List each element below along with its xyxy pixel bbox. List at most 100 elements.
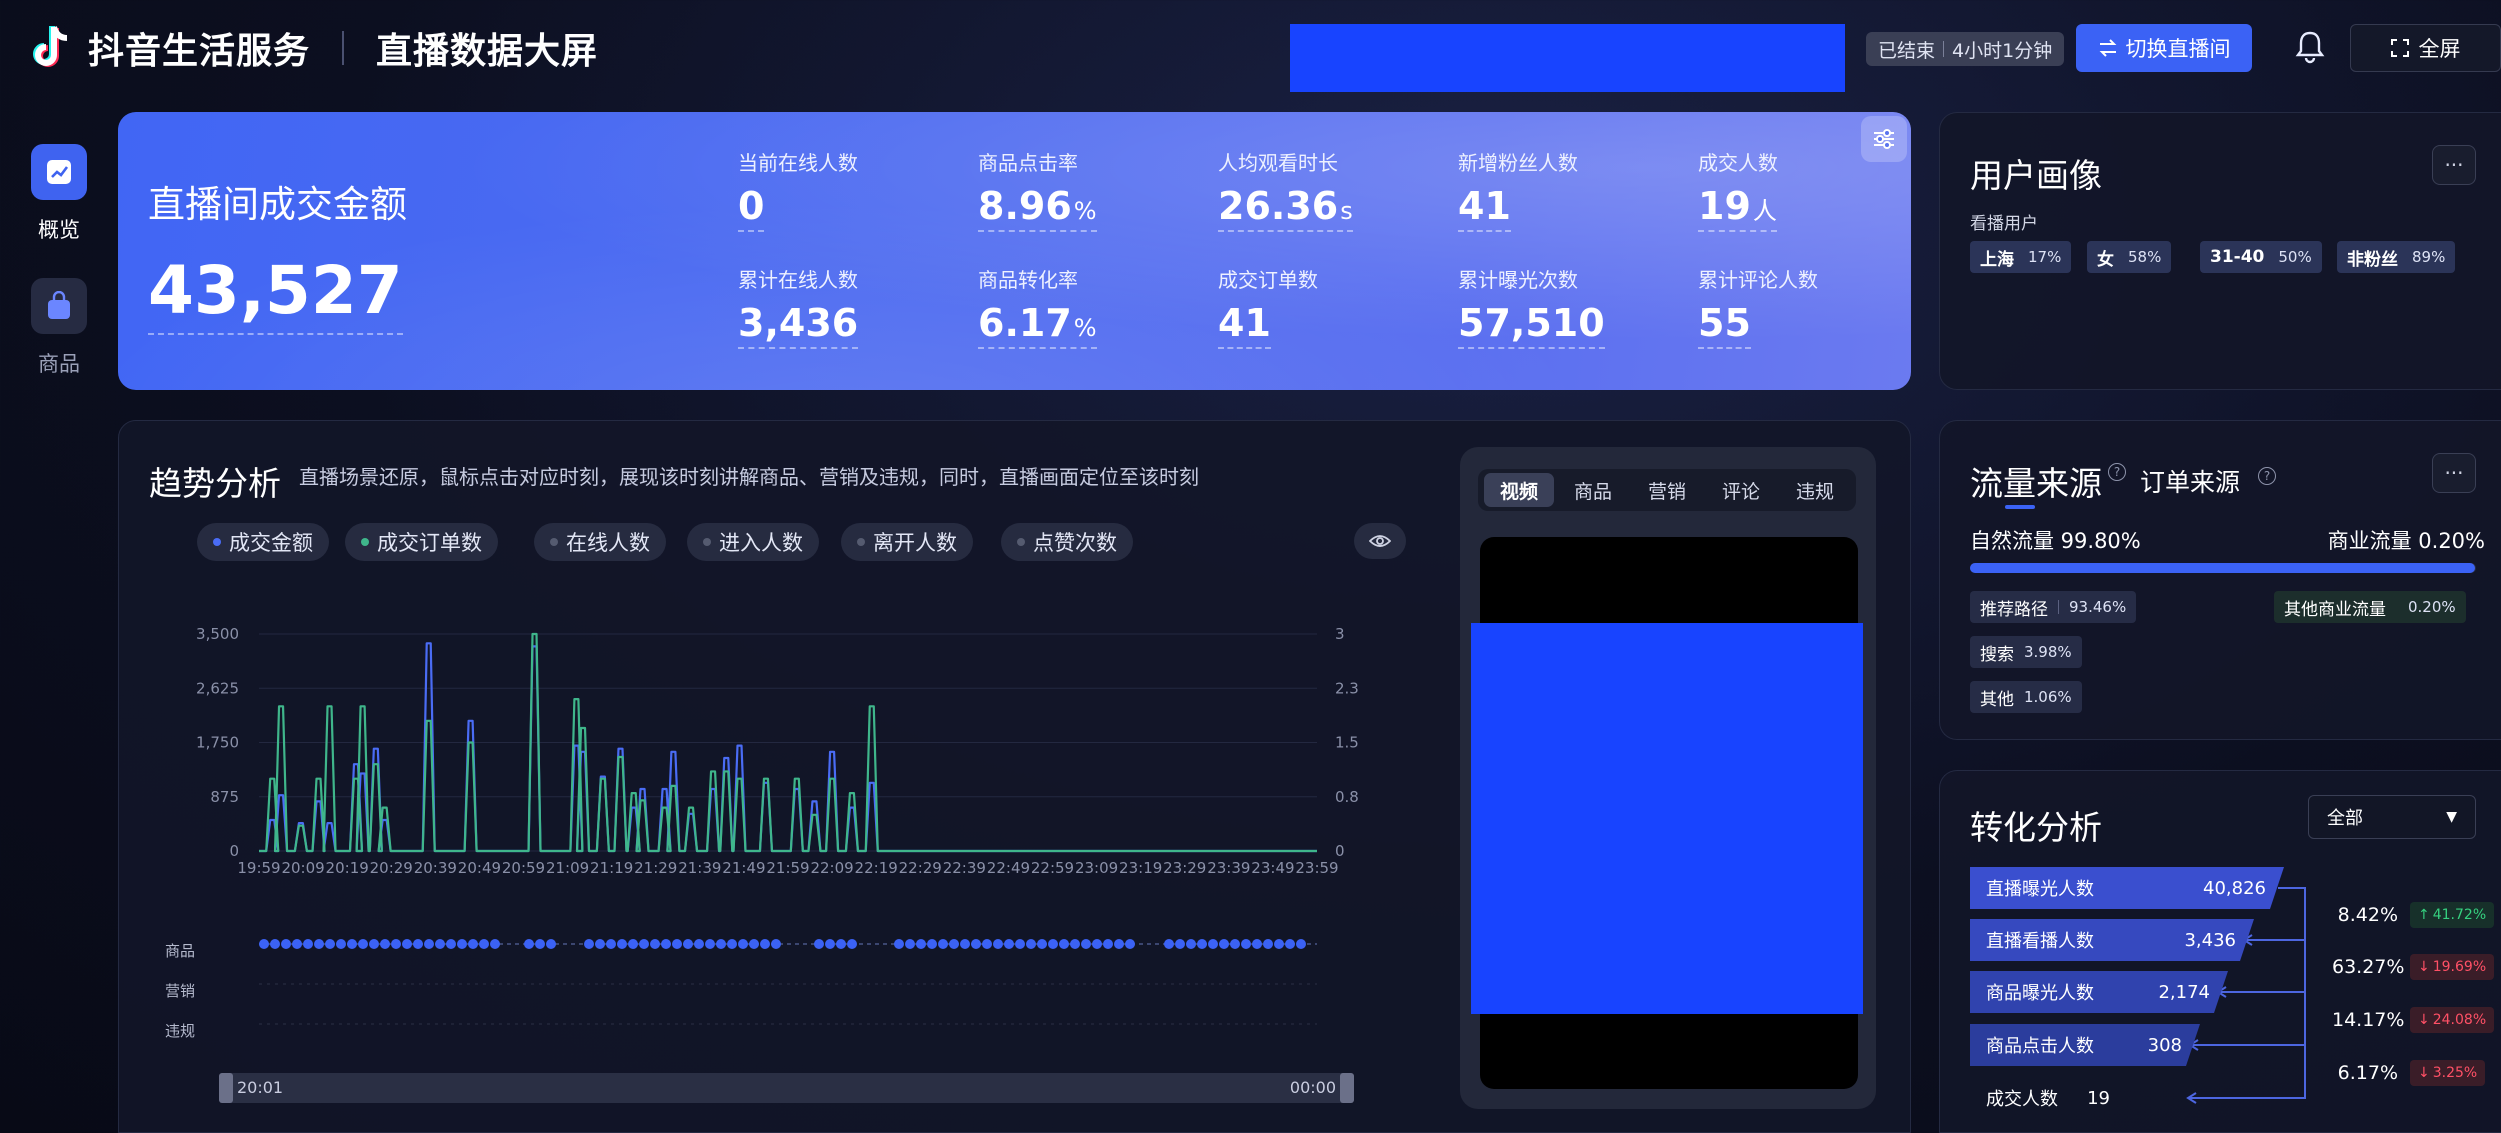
sidebar-item-products[interactable]: 商品 — [26, 278, 92, 378]
kpi-metric[interactable]: 商品点击率 8.96% — [978, 147, 1097, 232]
traffic-source-tag[interactable]: 其他 1.06% — [1970, 681, 2082, 713]
product-marker[interactable] — [705, 939, 715, 949]
product-marker[interactable] — [949, 939, 959, 949]
product-marker[interactable] — [905, 939, 915, 949]
kpi-metric[interactable]: 商品转化率 6.17% — [978, 264, 1097, 349]
product-marker[interactable] — [1219, 939, 1229, 949]
product-marker[interactable] — [683, 939, 693, 949]
product-marker[interactable] — [402, 939, 412, 949]
product-marker[interactable] — [825, 939, 835, 949]
product-marker[interactable] — [771, 939, 781, 949]
product-marker[interactable] — [314, 939, 324, 949]
product-marker[interactable] — [836, 939, 846, 949]
product-marker[interactable] — [938, 939, 948, 949]
product-marker[interactable] — [716, 939, 726, 949]
product-marker[interactable] — [336, 939, 346, 949]
product-marker[interactable] — [606, 939, 616, 949]
product-marker[interactable] — [847, 939, 857, 949]
help-icon[interactable]: ? — [2258, 467, 2276, 485]
product-marker[interactable] — [982, 939, 992, 949]
slider-handle-start[interactable] — [219, 1073, 233, 1103]
product-marker[interactable] — [1092, 939, 1102, 949]
kpi-settings-button[interactable] — [1861, 116, 1907, 162]
video-tab[interactable]: 商品 — [1573, 480, 1612, 503]
more-icon[interactable]: ··· — [2432, 453, 2476, 493]
tab-order-source[interactable]: 订单来源 — [2140, 468, 2241, 497]
product-marker[interactable] — [1263, 939, 1273, 949]
product-marker[interactable] — [1208, 939, 1218, 949]
product-marker[interactable] — [738, 939, 748, 949]
product-marker[interactable] — [628, 939, 638, 949]
product-marker[interactable] — [1125, 939, 1135, 949]
video-tab[interactable]: 评论 — [1721, 480, 1760, 503]
kpi-metric[interactable]: 人均观看时长 26.36s — [1218, 147, 1353, 232]
kpi-metric[interactable]: 累计曝光次数 57,510 — [1458, 264, 1605, 349]
product-marker[interactable] — [424, 939, 434, 949]
product-marker[interactable] — [1164, 939, 1174, 949]
legend-item[interactable]: 成交金额 — [197, 523, 329, 561]
product-marker[interactable] — [1186, 939, 1196, 949]
kpi-metric[interactable]: 成交人数 19人 — [1698, 147, 1778, 232]
kpi-metric[interactable]: 新增粉丝人数 41 — [1458, 147, 1578, 232]
product-marker[interactable] — [595, 939, 605, 949]
product-marker[interactable] — [479, 939, 489, 949]
product-marker[interactable] — [270, 939, 280, 949]
brand-logo[interactable]: 抖音生活服务 直播数据大屏 — [30, 22, 598, 74]
kpi-metric[interactable]: 累计在线人数 3,436 — [738, 264, 859, 349]
product-marker[interactable] — [457, 939, 467, 949]
product-marker[interactable] — [303, 939, 313, 949]
product-marker[interactable] — [435, 939, 445, 949]
video-tab[interactable]: 视频 — [1484, 473, 1554, 507]
tab-traffic-source[interactable]: 流量来源 — [1970, 464, 2102, 503]
product-marker[interactable] — [358, 939, 368, 949]
help-icon[interactable]: ? — [2108, 463, 2126, 481]
product-marker[interactable] — [413, 939, 423, 949]
funnel-step[interactable]: 商品曝光人数 2,174 — [1970, 971, 2228, 1013]
commercial-source-tag[interactable]: 其他商业流量 0.20% — [2274, 591, 2466, 623]
sidebar-item-overview[interactable]: 概览 — [26, 144, 92, 244]
product-marker[interactable] — [650, 939, 660, 949]
product-marker[interactable] — [1103, 939, 1113, 949]
product-marker[interactable] — [1059, 939, 1069, 949]
product-marker[interactable] — [1004, 939, 1014, 949]
product-marker[interactable] — [546, 939, 556, 949]
product-marker[interactable] — [1285, 939, 1295, 949]
product-marker[interactable] — [672, 939, 682, 949]
funnel-step[interactable]: 商品点击人数 308 — [1970, 1024, 2200, 1066]
product-marker[interactable] — [584, 939, 594, 949]
product-marker[interactable] — [380, 939, 390, 949]
product-marker[interactable] — [1048, 939, 1058, 949]
traffic-source-tag[interactable]: 推荐路径 93.46% — [1970, 591, 2137, 623]
product-marker[interactable] — [694, 939, 704, 949]
product-marker[interactable] — [490, 939, 500, 949]
product-marker[interactable] — [1026, 939, 1036, 949]
product-marker[interactable] — [916, 939, 926, 949]
more-icon[interactable]: ··· — [2432, 145, 2476, 185]
trend-chart[interactable]: 0 875 1,750 2,625 3,500 0 0.8 1.5 2.3 3 19:59 20:09… — [179, 591, 1359, 1071]
kpi-metric[interactable]: 当前在线人数 0 — [738, 147, 858, 232]
product-marker[interactable] — [468, 939, 478, 949]
bell-icon[interactable] — [2295, 30, 2325, 64]
product-marker[interactable] — [1274, 939, 1284, 949]
product-marker[interactable] — [391, 939, 401, 949]
product-marker[interactable] — [814, 939, 824, 949]
product-marker[interactable] — [1252, 939, 1262, 949]
toggle-visibility-button[interactable] — [1354, 523, 1406, 559]
product-marker[interactable] — [1081, 939, 1091, 949]
product-marker[interactable] — [1241, 939, 1251, 949]
product-marker[interactable] — [639, 939, 649, 949]
gmv-value[interactable]: 43,527 — [148, 252, 403, 335]
product-marker[interactable] — [325, 939, 335, 949]
kpi-metric[interactable]: 累计评论人数 55 — [1698, 264, 1818, 349]
funnel-step[interactable]: 成交人数 19 — [1970, 1077, 2198, 1119]
fullscreen-button[interactable]: 全屏 — [2350, 24, 2501, 72]
product-marker[interactable] — [894, 939, 904, 949]
legend-item[interactable]: 成交订单数 — [345, 523, 498, 561]
product-marker[interactable] — [347, 939, 357, 949]
legend-item[interactable]: 点赞次数 — [1001, 523, 1133, 561]
video-tab[interactable]: 营销 — [1647, 480, 1686, 503]
product-marker[interactable] — [727, 939, 737, 949]
product-marker[interactable] — [1037, 939, 1047, 949]
product-marker[interactable] — [369, 939, 379, 949]
product-marker[interactable] — [281, 939, 291, 949]
